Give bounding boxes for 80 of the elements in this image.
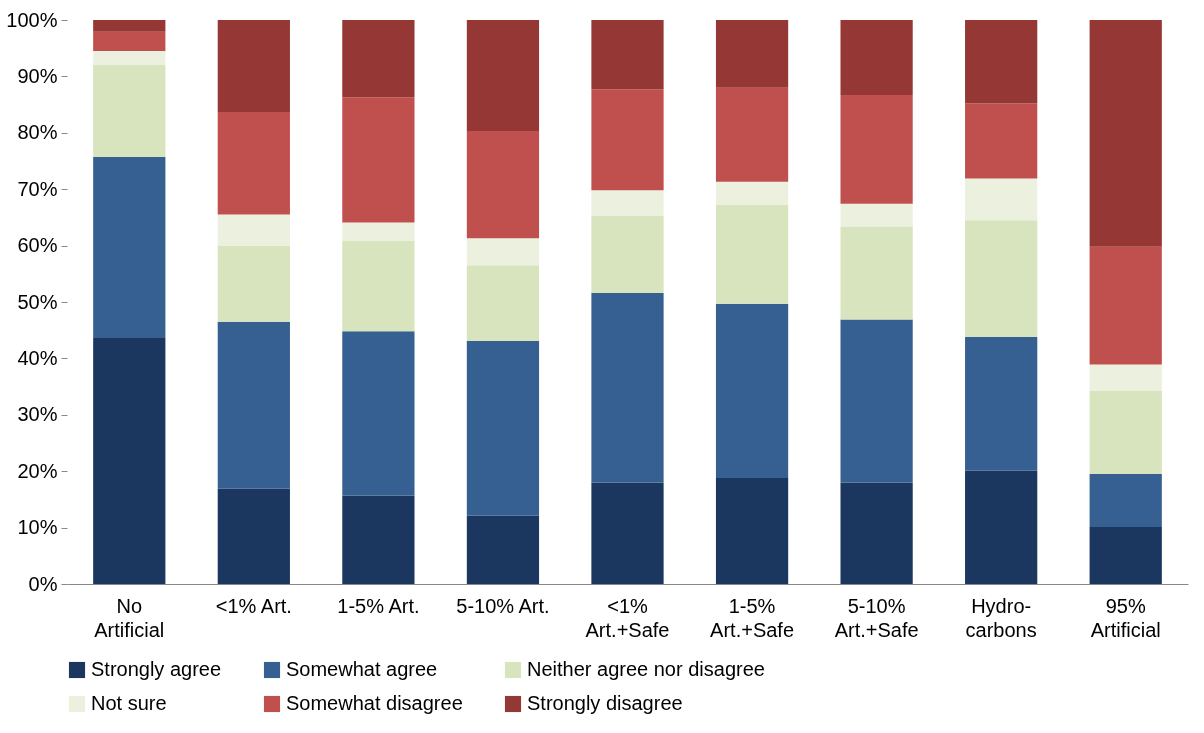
bar <box>1089 246 1162 365</box>
y-tick-label: 0% <box>28 572 58 595</box>
y-tick-label: 80% <box>17 121 58 144</box>
bar <box>591 215 664 293</box>
bar <box>840 226 913 320</box>
y-tick-label: 50% <box>17 290 58 313</box>
bar <box>840 482 913 584</box>
legend-label: Strongly agree <box>91 658 222 680</box>
legend-label: Somewhat disagree <box>286 692 463 714</box>
bar <box>342 97 415 223</box>
bar <box>93 338 166 584</box>
x-tick-label: 95% Artificial <box>1090 594 1161 641</box>
bar <box>217 214 290 246</box>
bar <box>715 87 789 182</box>
bar <box>217 488 290 584</box>
bar <box>342 240 415 332</box>
y-tick-label: 60% <box>17 234 58 257</box>
x-tick-label: <1% Art. <box>215 594 292 617</box>
bar <box>1089 474 1162 528</box>
x-tick-label: 1-5% Art. <box>337 594 420 617</box>
bar <box>342 495 415 584</box>
bar <box>342 20 415 98</box>
bar <box>1089 391 1162 475</box>
bar <box>715 20 789 88</box>
bar <box>965 470 1038 584</box>
x-tick-label: No Artificial <box>94 594 165 641</box>
bar <box>466 265 540 341</box>
bar <box>217 20 290 112</box>
bar <box>591 89 664 191</box>
bar <box>466 515 540 584</box>
bar <box>466 238 540 266</box>
bar <box>840 20 913 96</box>
bar <box>965 178 1038 221</box>
legend-label: Somewhat agree <box>286 658 438 680</box>
bar <box>591 190 664 216</box>
y-tick-label: 90% <box>17 64 58 87</box>
bar <box>1089 527 1162 584</box>
bar <box>840 319 913 483</box>
bar <box>715 477 789 584</box>
x-tick-label: 5-10% Art.+Safe <box>834 594 919 641</box>
bar <box>93 20 166 32</box>
bar <box>715 204 789 304</box>
bar <box>93 31 166 52</box>
y-tick-label: 20% <box>17 459 58 482</box>
bar <box>1089 20 1162 247</box>
bar <box>466 340 540 516</box>
bar <box>965 336 1038 471</box>
bar <box>342 222 415 241</box>
bar <box>217 321 290 489</box>
x-tick-label: <1% Art.+Safe <box>585 594 670 641</box>
bar <box>840 203 913 227</box>
bar <box>965 20 1038 104</box>
x-tick-label: Hydro-carbons <box>965 594 1037 641</box>
bar <box>1089 364 1162 392</box>
bar <box>217 245 290 322</box>
x-tick-label: 5-10% Art. <box>456 594 550 617</box>
bar <box>342 331 415 496</box>
legend-label: Not sure <box>91 692 167 714</box>
bar <box>591 20 664 90</box>
bar <box>466 20 540 132</box>
bar <box>93 51 166 66</box>
bar <box>217 111 290 215</box>
bar <box>715 181 789 205</box>
y-tick-label: 10% <box>17 516 58 539</box>
y-tick-label: 70% <box>17 177 58 200</box>
bar <box>965 103 1038 179</box>
bar <box>591 482 664 584</box>
bar <box>93 157 166 339</box>
bar <box>965 220 1038 337</box>
legend-label: Strongly disagree <box>527 692 683 714</box>
legend-label: Neither agree nor disagree <box>527 658 765 680</box>
x-tick-label: 1-5% Art.+Safe <box>710 594 795 641</box>
bar <box>466 131 540 239</box>
y-tick-label: 30% <box>17 403 58 426</box>
bar <box>591 292 664 483</box>
bar <box>715 303 789 478</box>
bar <box>93 65 166 158</box>
y-tick-label: 100% <box>6 8 58 31</box>
y-tick-label: 40% <box>17 346 58 369</box>
bar <box>840 95 913 204</box>
